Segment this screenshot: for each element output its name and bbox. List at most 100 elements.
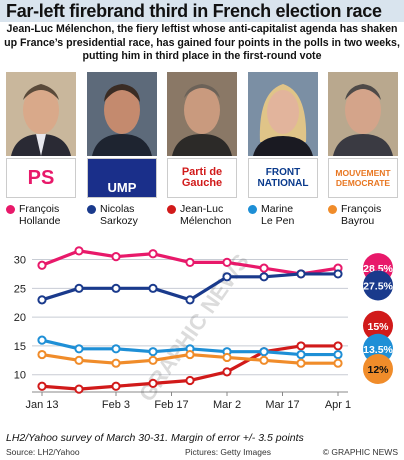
series-point-3 [37, 335, 47, 345]
candidate-bayrou: MOUVEMENT DEMOCRATE [328, 72, 398, 200]
x-tick-label: Apr 1 [325, 399, 351, 411]
series-point-4 [111, 358, 121, 368]
series-point-2 [222, 367, 232, 377]
legend-label-sarkozy: Nicolas Sarkozy [100, 203, 138, 227]
logo-fn-text: FRONT NATIONAL [257, 167, 309, 189]
legend: François Hollande Nicolas Sarkozy Jean-L… [0, 203, 404, 243]
y-tick-label: 25 [14, 283, 26, 295]
series-point-0 [148, 249, 158, 259]
portrait-sarkozy [87, 72, 157, 156]
series-point-4 [222, 352, 232, 363]
y-tick-label: 15 [14, 341, 26, 353]
series-point-0 [37, 260, 47, 270]
series-point-1 [111, 283, 121, 293]
series-point-2 [333, 341, 343, 351]
series-point-0 [111, 252, 121, 262]
series-point-2 [111, 381, 121, 391]
graphic-news-credit: © GRAPHIC NEWS [322, 447, 398, 457]
series-point-3 [148, 347, 158, 357]
line-chart: 10 15 20 25 30 Jan 13 Feb 3 Feb 17 Mar 2 Mar 17 Ap… [14, 246, 394, 411]
legend-dot-melenchon [167, 205, 176, 214]
series-point-2 [185, 375, 195, 386]
series-point-4 [333, 358, 343, 368]
logo-gauche-text: Parti de Gauche [181, 166, 223, 189]
end-label-bubble-1 [363, 270, 393, 301]
legend-label-bayrou: François Bayrou [341, 203, 382, 227]
portrait-bayrou [328, 72, 398, 156]
series-point-3 [111, 344, 121, 354]
portrait-melenchon [167, 72, 237, 156]
end-label-bubble-4 [363, 353, 393, 384]
series-point-1 [333, 269, 343, 279]
portrait-le-pen [248, 72, 318, 156]
series-point-3 [259, 347, 269, 357]
x-tick-label: Feb 17 [154, 399, 188, 411]
y-tick-label: 10 [14, 370, 26, 382]
series-point-4 [259, 355, 269, 365]
series-point-2 [74, 384, 84, 394]
chart-subtitle: Jean-Luc Mélenchon, the fiery leftist wh… [4, 23, 400, 62]
candidate-melenchon: Parti de Gauche [167, 72, 237, 200]
series-point-3 [74, 344, 84, 354]
series-point-1 [148, 283, 158, 293]
series-point-1 [37, 295, 47, 305]
logo-ps-text: PS [27, 166, 55, 189]
title-bar [0, 0, 404, 22]
x-tick-label: Feb 3 [102, 399, 130, 411]
x-tick-label: Mar 2 [213, 399, 241, 411]
end-label-0: 28.5% [363, 263, 393, 275]
legend-label-melenchon: Jean-Luc Mélenchon [180, 203, 232, 227]
series-point-0 [74, 246, 84, 256]
series-point-1 [185, 295, 195, 305]
candidate-le-pen: FRONT NATIONAL [248, 72, 318, 200]
x-tick-label: Jan 13 [25, 399, 58, 411]
series-point-4 [296, 358, 306, 368]
survey-note: LH2/Yahoo survey of March 30-31. Margin … [6, 432, 304, 444]
y-tick-label: 20 [14, 312, 26, 324]
source-credit: Source: LH2/Yahoo [6, 447, 80, 457]
legend-label-hollande: François Hollande [19, 203, 61, 227]
legend-dot-hollande [6, 205, 15, 214]
series-point-0 [185, 257, 195, 267]
logo-ump: UMP [87, 158, 157, 198]
logo-ump-text: UMP [107, 179, 137, 195]
logo-modem-text: MOUVEMENT DEMOCRATE [335, 168, 391, 188]
series-point-2 [296, 341, 306, 351]
chart-title: Far-left firebrand third in French elect… [6, 1, 382, 21]
chart-area: 10 15 20 25 30 Jan 13 Feb 3 Feb 17 Mar 2 Mar 17 Ap… [0, 242, 404, 432]
series-point-4 [37, 349, 47, 360]
series-point-0 [222, 257, 232, 267]
series-point-2 [148, 378, 158, 388]
series-point-3 [333, 349, 343, 360]
series-point-3 [296, 349, 306, 360]
end-label-1: 27.5% [363, 280, 393, 292]
legend-dot-le-pen [248, 205, 257, 214]
series-point-2 [37, 381, 47, 391]
series-point-1 [259, 272, 269, 282]
legend-label-le-pen: Marine Le Pen [261, 203, 295, 227]
series-point-1 [222, 272, 232, 282]
y-tick-label: 30 [14, 255, 26, 267]
end-label-4: 12% [367, 364, 389, 376]
series-point-4 [74, 355, 84, 365]
logo-ps: PS [6, 158, 76, 198]
candidate-hollande: PS [6, 72, 76, 200]
portrait-hollande [6, 72, 76, 156]
series-point-1 [74, 283, 84, 293]
series-point-0 [259, 263, 269, 273]
series-point-4 [185, 349, 195, 360]
legend-dot-bayrou [328, 205, 337, 214]
pictures-credit: Pictures: Getty Images [185, 447, 271, 457]
legend-dot-sarkozy [87, 205, 96, 214]
logo-modem: MOUVEMENT DEMOCRATE [328, 158, 398, 198]
series-point-1 [296, 269, 306, 279]
logo-parti-de-gauche: Parti de Gauche [167, 158, 237, 198]
end-label-3: 13.5% [363, 344, 393, 356]
logo-front-national: FRONT NATIONAL [248, 158, 318, 198]
end-label-bubble-2 [363, 310, 393, 341]
series-point-4 [148, 355, 158, 365]
candidate-sarkozy: UMP [87, 72, 157, 200]
end-label-2: 15% [367, 321, 389, 333]
x-tick-label: Mar 17 [265, 399, 299, 411]
candidate-photos: PS UMP Parti de Gauche [0, 72, 404, 200]
